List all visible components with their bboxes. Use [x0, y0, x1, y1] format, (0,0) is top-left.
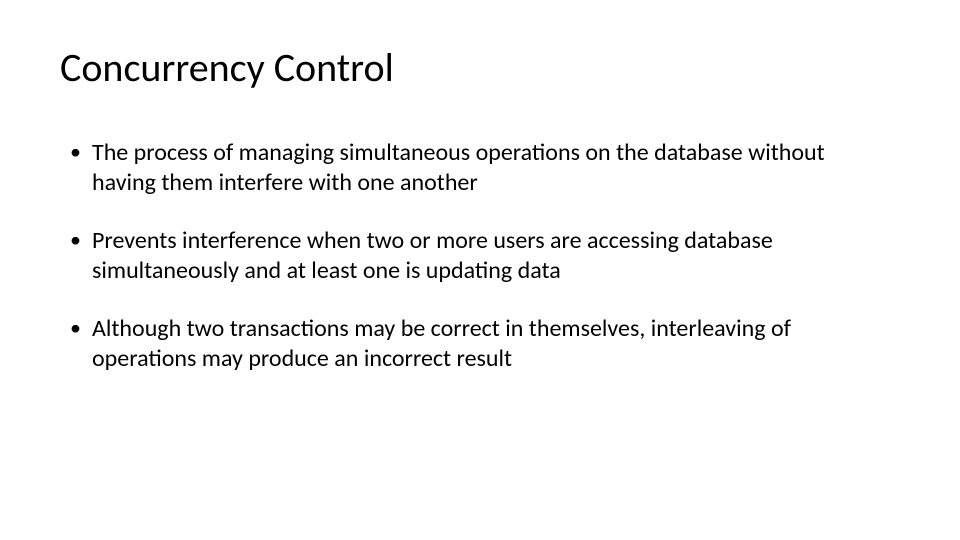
bullet-list: The process of managing simultaneous ope…	[60, 138, 900, 374]
slide-title: Concurrency Control	[60, 46, 900, 90]
bullet-item: Although two transactions may be correct…	[68, 314, 892, 374]
bullet-item: Prevents interference when two or more u…	[68, 226, 892, 286]
slide-container: Concurrency Control The process of manag…	[0, 0, 960, 540]
bullet-item: The process of managing simultaneous ope…	[68, 138, 892, 198]
